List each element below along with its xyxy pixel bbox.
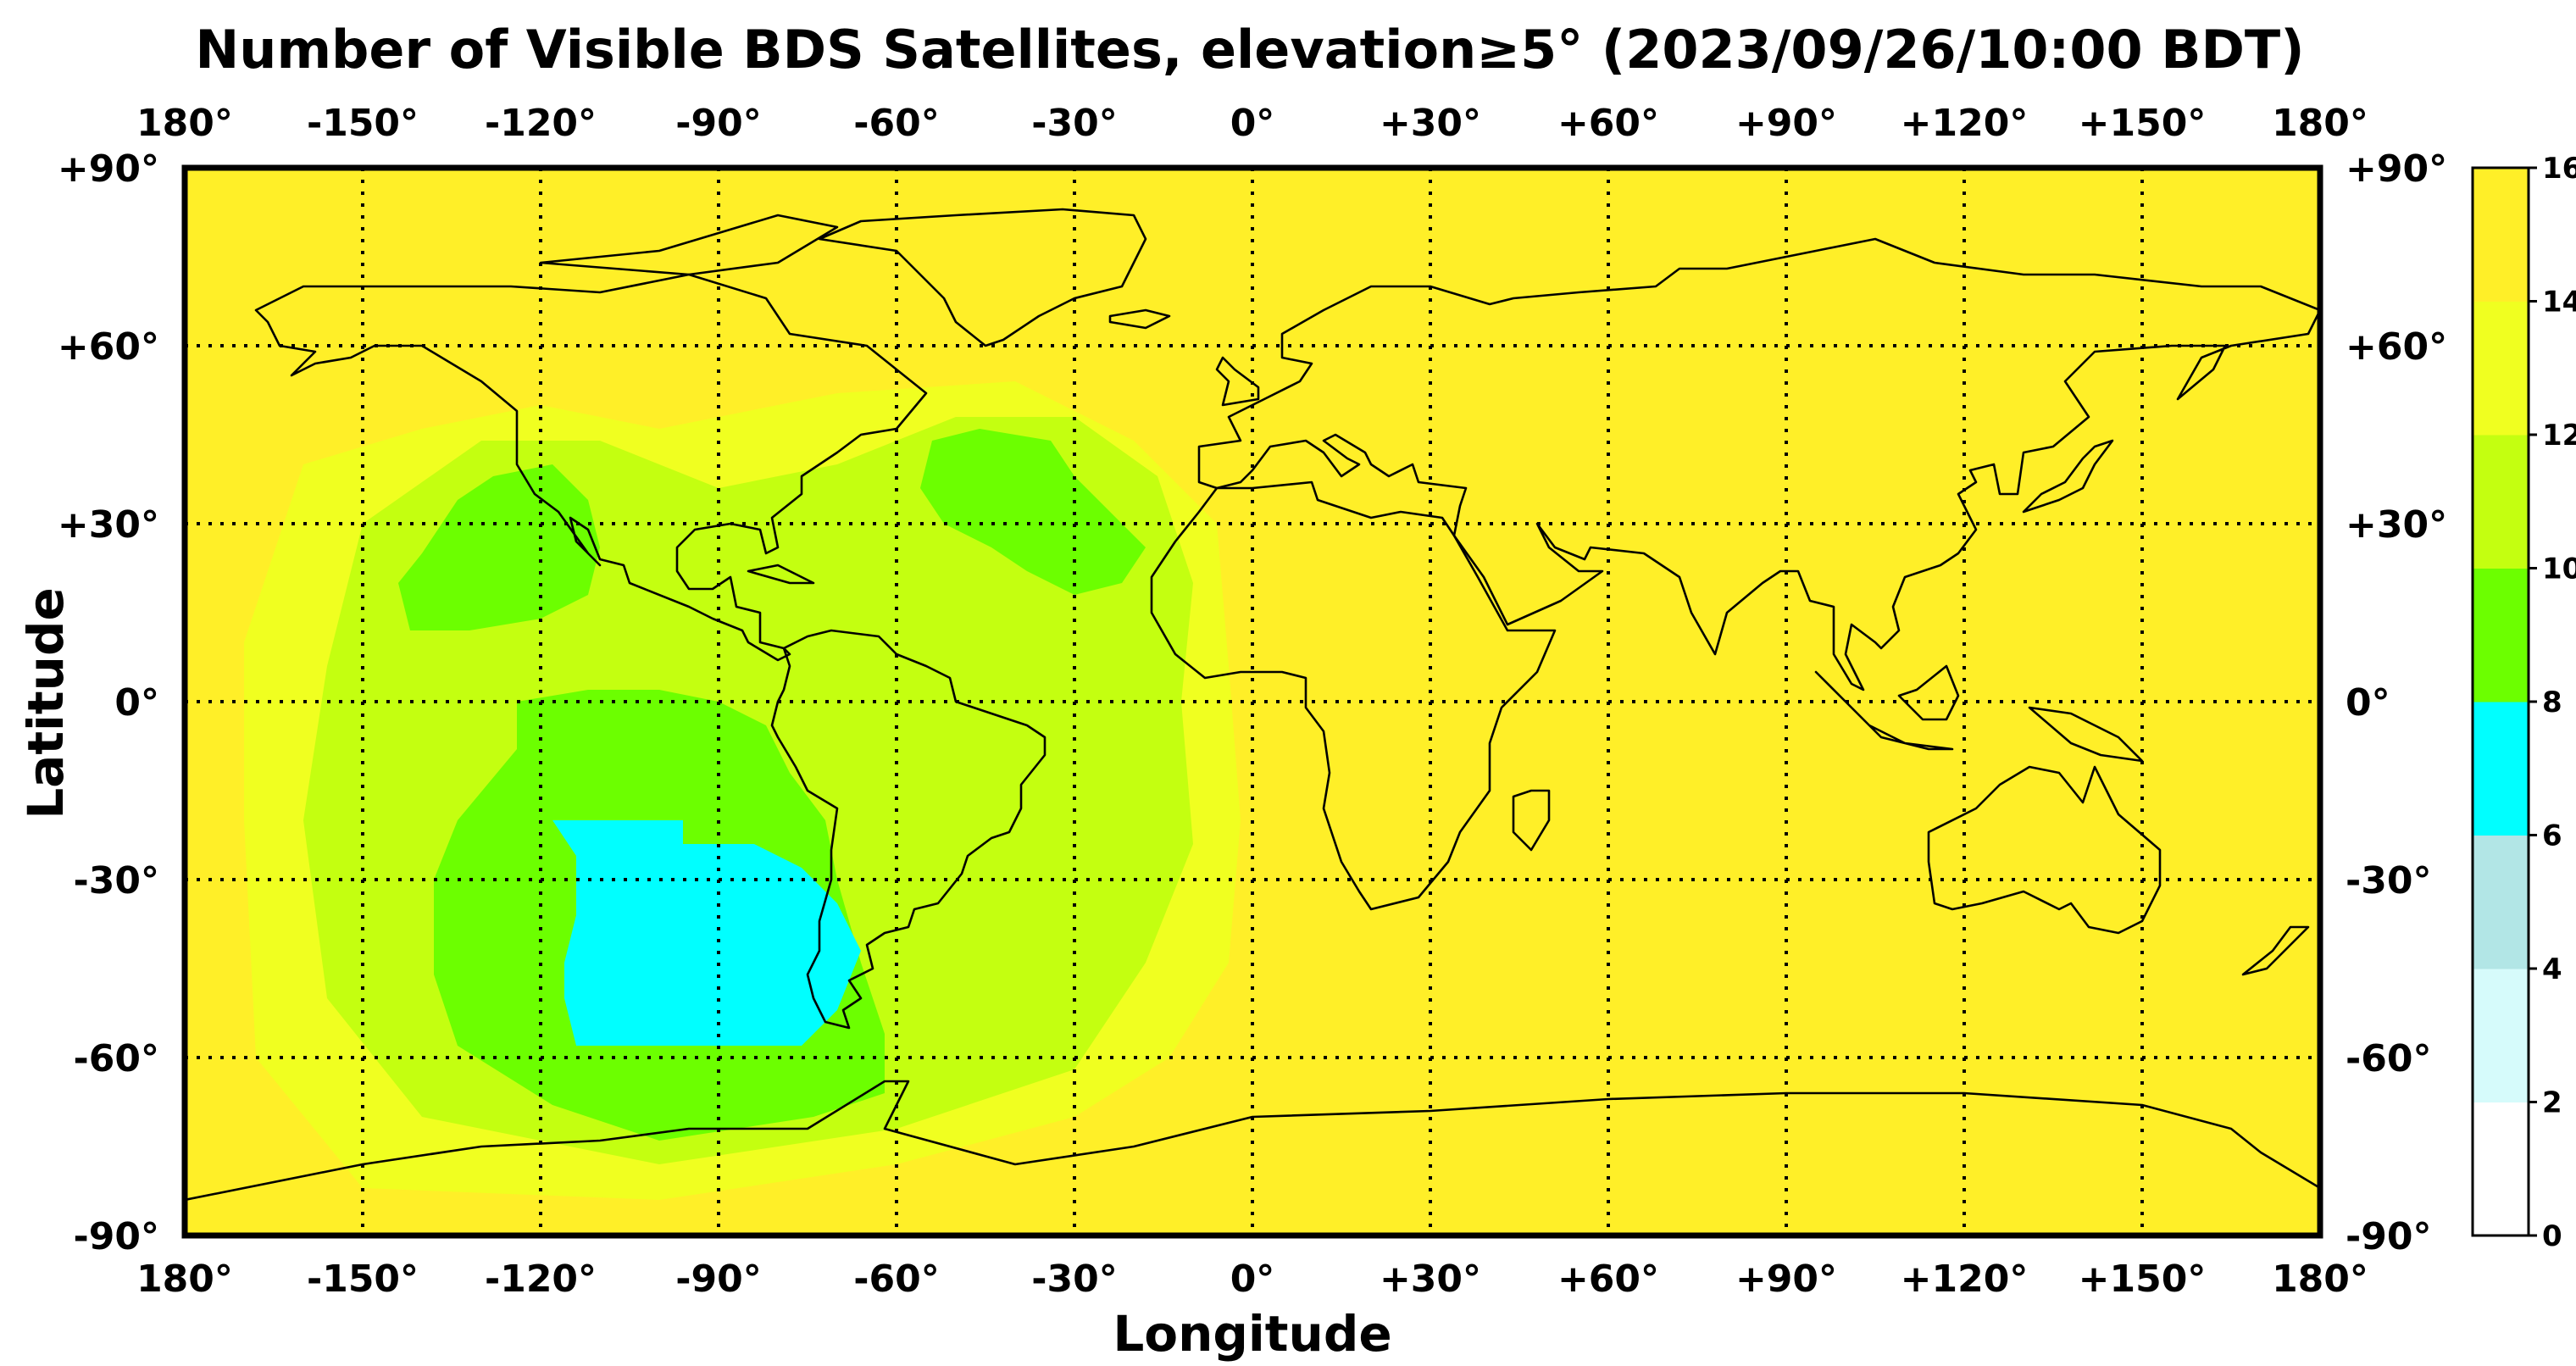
bottom-lon-tick-label: -120° — [485, 1258, 597, 1301]
bottom-lon-tick-label: 180° — [2272, 1258, 2368, 1301]
left-latitude-labels: +90° +60° +30° 0° -30° -60° -90° — [58, 147, 159, 1258]
coastline-japan — [2022, 439, 2114, 514]
colorbar-tick-label: 4 — [2542, 952, 2562, 986]
left-lat-tick-label: 0° — [114, 681, 159, 725]
top-lon-tick-label: +60° — [1557, 102, 1659, 145]
bottom-lon-tick-label: -60° — [853, 1258, 940, 1301]
colorbar-segment — [2473, 168, 2529, 302]
bottom-longitude-labels: 180° -150° -120° -90° -60° -30° 0° +30° +60° +90°… — [136, 1258, 2368, 1301]
x-axis-label: Longitude — [1113, 1305, 1391, 1363]
top-lon-tick-label: +120° — [1901, 102, 2029, 145]
coastline-new-zealand — [2241, 925, 2310, 976]
coastline-great-britain — [1215, 356, 1260, 407]
colorbar-segment — [2473, 568, 2529, 702]
coastline-iceland — [1108, 308, 1171, 330]
colorbar-segment — [2473, 835, 2529, 969]
bottom-lon-tick-label: +90° — [1735, 1258, 1837, 1301]
colorbar-tick-label: 16 — [2542, 152, 2576, 186]
coastline-borneo — [1897, 664, 1960, 721]
bottom-lon-tick-label: -90° — [675, 1258, 762, 1301]
left-lat-tick-label: +90° — [58, 147, 159, 191]
top-lon-tick-label: 180° — [136, 102, 233, 145]
right-lat-tick-label: +60° — [2346, 325, 2447, 369]
top-longitude-labels: 180° -150° -120° -90° -60° -30° 0° +30° +60° +90°… — [136, 102, 2368, 145]
region-green-north-atlantic — [920, 429, 1146, 595]
top-lon-tick-label: 180° — [2272, 102, 2368, 145]
top-lon-tick-label: -150° — [307, 102, 419, 145]
coastline-cuba — [747, 564, 815, 585]
region-cyan — [552, 820, 861, 1046]
coastline-arctic-islands — [539, 214, 839, 276]
coastline-madagascar — [1512, 789, 1551, 852]
colorbar-tick-label: 8 — [2542, 686, 2562, 719]
colorbar-tick-label: 2 — [2542, 1086, 2562, 1120]
right-lat-tick-label: -60° — [2346, 1037, 2432, 1080]
colorbar: 0 2 4 6 8 10 12 14 16 — [2471, 152, 2576, 1253]
colorbar-tick-label: 6 — [2542, 819, 2562, 853]
y-axis-label: Latitude — [17, 587, 75, 819]
right-lat-tick-label: +90° — [2346, 147, 2447, 191]
left-lat-tick-label: -90° — [74, 1215, 160, 1258]
right-latitude-labels: +90° +60° +30° 0° -30° -60° -90° — [2346, 147, 2447, 1258]
colorbar-segment — [2473, 301, 2529, 436]
colorbar-segment — [2473, 1102, 2529, 1236]
plot-area — [181, 164, 2323, 1239]
top-lon-tick-label: +90° — [1735, 102, 1837, 145]
top-lon-tick-label: -120° — [485, 102, 597, 145]
bottom-lon-tick-label: +60° — [1557, 1258, 1659, 1301]
bottom-lon-tick-label: -30° — [1031, 1258, 1118, 1301]
left-lat-tick-label: -60° — [74, 1037, 160, 1080]
left-lat-tick-label: +30° — [58, 503, 159, 547]
graticule — [185, 168, 2320, 1236]
coastline-south-america — [770, 629, 1046, 1030]
bottom-lon-tick-label: -150° — [307, 1258, 419, 1301]
top-lon-tick-label: -60° — [853, 102, 940, 145]
colorbar-segment — [2473, 702, 2529, 836]
chart-title: Number of Visible BDS Satellites, elevat… — [195, 19, 2304, 81]
right-lat-tick-label: -30° — [2346, 859, 2432, 902]
colorbar-segment — [2473, 969, 2529, 1102]
bottom-lon-tick-label: +30° — [1380, 1258, 1481, 1301]
top-lon-tick-label: +30° — [1380, 102, 1481, 145]
top-lon-tick-label: +150° — [2079, 102, 2207, 145]
top-lon-tick-label: 0° — [1230, 102, 1275, 145]
bottom-lon-tick-label: 180° — [136, 1258, 233, 1301]
colorbar-tick-label: 10 — [2542, 553, 2576, 586]
bottom-lon-tick-label: +150° — [2079, 1258, 2207, 1301]
bottom-lon-tick-label: 0° — [1230, 1258, 1275, 1301]
bottom-lon-tick-label: +120° — [1901, 1258, 2029, 1301]
top-lon-tick-label: -30° — [1031, 102, 1118, 145]
right-lat-tick-label: +30° — [2346, 503, 2447, 547]
colorbar-tick-label: 14 — [2542, 286, 2576, 319]
coastline-africa — [1150, 480, 1557, 911]
colorbar-segment — [2473, 435, 2529, 569]
coastline-australia — [1927, 765, 2162, 935]
left-lat-tick-label: +60° — [58, 325, 159, 369]
map-frame — [181, 164, 2323, 1239]
coastline-eurasia — [1197, 237, 2320, 691]
right-lat-tick-label: -90° — [2346, 1215, 2432, 1258]
left-lat-tick-label: -30° — [74, 859, 160, 902]
colorbar-tick-label: 12 — [2542, 419, 2576, 453]
top-lon-tick-label: -90° — [675, 102, 762, 145]
right-lat-tick-label: 0° — [2346, 681, 2390, 725]
colorbar-tick-label: 0 — [2542, 1219, 2562, 1253]
